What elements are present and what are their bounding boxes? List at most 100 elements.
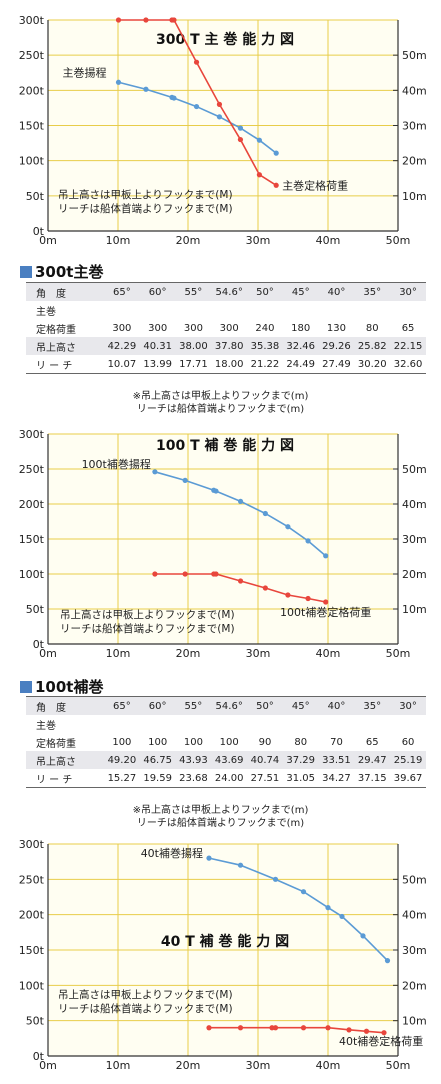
empty-cell	[247, 301, 283, 319]
group-label-cell: 主巻	[36, 306, 56, 318]
angle-cell: 65°	[104, 696, 140, 715]
x-tick-label: 10m	[106, 647, 131, 660]
series-point	[143, 86, 149, 92]
chart-100t-aux: 0m 10m 20m 30m 40m 50m 0t 50t 100t 150t 200t 250t 30…	[0, 424, 441, 676]
series-point	[206, 1025, 212, 1031]
x-tick-label: 0m	[39, 647, 57, 660]
series-point	[171, 95, 177, 101]
x-tick-label: 50m	[386, 234, 411, 247]
value-cell: 90	[258, 736, 272, 748]
value-cell: 23.68	[175, 769, 212, 788]
empty-cell	[390, 301, 426, 319]
y-right-tick-label: 10m	[402, 603, 427, 616]
value-cell: 300	[148, 322, 168, 334]
y-left-tick-label: 300t	[19, 838, 45, 851]
y-left-tick-label: 100t	[19, 155, 45, 168]
y-right-tick-label: 20m	[402, 568, 427, 581]
chart-300t-main: 0m 10m 20m 30m 40m 50m 0t 50t 100t 150t 200t 250t 30…	[0, 0, 441, 252]
empty-cell	[104, 715, 140, 733]
empty-cell	[283, 715, 319, 733]
x-tick-label: 10m	[106, 234, 131, 247]
series-point	[323, 553, 329, 559]
series-point	[346, 1027, 352, 1033]
value-cell: 10.07	[104, 355, 140, 374]
value-cell: 37.29	[282, 751, 319, 769]
series-point	[152, 469, 158, 475]
y-left-tick-label: 200t	[19, 84, 45, 97]
value-cell: 38.00	[175, 337, 212, 355]
empty-cell	[211, 301, 247, 319]
x-tick-label: 20m	[176, 647, 201, 660]
y-left-tick-label: 250t	[19, 49, 45, 62]
table-row: 定格荷重 300 300 300 300 240 180 130 80 65	[26, 319, 426, 337]
series-label: 100t補巻揚程	[82, 458, 151, 471]
angle-cell: 54.6°	[211, 282, 248, 301]
y-left-tick-label: 150t	[19, 944, 45, 957]
y-left-tick-label: 100t	[19, 979, 45, 992]
value-cell: 80	[294, 736, 308, 748]
series-point	[182, 571, 188, 577]
angle-cell: 60°	[139, 282, 176, 301]
value-cell: 32.46	[282, 337, 319, 355]
series-label: 40t補巻定格荷重	[339, 1034, 423, 1048]
chart-note: 吊上高さは甲板上よりフックまで(M)	[58, 188, 233, 201]
value-cell: 29.26	[318, 337, 355, 355]
x-tick-label: 30m	[246, 1059, 271, 1072]
y-right-tick-label: 50m	[402, 873, 427, 886]
value-cell: 30.20	[354, 355, 391, 374]
x-tick-label: 10m	[106, 1059, 131, 1072]
y-right-tick-label: 40m	[402, 498, 427, 511]
group-label-cell: 主巻	[36, 720, 56, 732]
table-notes-100t: ※吊上高さは甲板上よりフックまで(m) リーチは船体首端よりフックまで(m)	[0, 804, 441, 830]
x-tick-label: 20m	[176, 234, 201, 247]
chart-300t-main-svg: 0m 10m 20m 30m 40m 50m 0t 50t 100t 150t 200t 250t 30…	[19, 14, 427, 247]
series-point	[237, 862, 244, 868]
angle-cell: 30°	[390, 696, 426, 715]
series-point	[285, 524, 291, 530]
value-cell: 40.31	[139, 337, 176, 355]
y-left-tick-label: 200t	[19, 909, 45, 922]
value-cell: 25.82	[354, 337, 391, 355]
value-cell: 27.49	[318, 355, 355, 374]
table-header-row: 角 度 65° 60° 55° 54.6° 50° 45° 40° 35° 30°	[26, 696, 426, 715]
y-left-tick-label: 0t	[33, 225, 45, 238]
y-left-tick-label: 0t	[33, 1050, 45, 1063]
series-point	[384, 958, 391, 964]
series-point	[305, 538, 311, 544]
series-point	[256, 172, 262, 178]
chart-40t-aux: 0m 10m 20m 30m 40m 50m 0t 50t 100t 150t 200t 250t 30…	[0, 838, 441, 1084]
value-cell: 15.27	[104, 769, 140, 788]
angle-cell: 45°	[282, 696, 319, 715]
y-right-tick-label: 30m	[402, 533, 427, 546]
value-cell: 100	[112, 736, 132, 748]
series-point	[273, 182, 279, 188]
chart-note: リーチは船体首端よりフックまで(M)	[58, 202, 233, 215]
series-point	[325, 1025, 331, 1031]
header-label-cell: 角 度	[26, 282, 104, 301]
series-point	[323, 599, 329, 605]
row-label-cell: リ ー チ	[26, 355, 104, 374]
value-cell: 31.05	[282, 769, 319, 788]
table-note-2: リーチは船体首端よりフックまで(m)	[136, 404, 305, 415]
value-cell: 18.00	[211, 355, 248, 374]
series-point	[216, 101, 223, 107]
value-cell: 37.80	[211, 337, 248, 355]
row-label-cell: 吊上高さ	[26, 751, 104, 769]
series-point	[115, 17, 122, 23]
y-right-tick-label: 30m	[402, 944, 427, 957]
series-point	[237, 498, 244, 505]
y-right-tick-label: 50m	[402, 463, 427, 476]
series-point	[300, 889, 307, 895]
value-cell: 240	[255, 322, 275, 334]
value-cell: 65	[401, 322, 415, 334]
series-point	[305, 595, 311, 602]
y-left-tick-label: 250t	[19, 873, 45, 886]
value-cell: 13.99	[139, 355, 176, 374]
x-tick-label: 0m	[39, 1059, 57, 1072]
value-cell: 42.29	[104, 337, 140, 355]
empty-cell	[390, 715, 426, 733]
angle-cell: 40°	[318, 282, 355, 301]
series-point	[262, 510, 268, 517]
x-tick-label: 50m	[386, 647, 411, 660]
x-tick-label: 40m	[316, 1059, 341, 1072]
